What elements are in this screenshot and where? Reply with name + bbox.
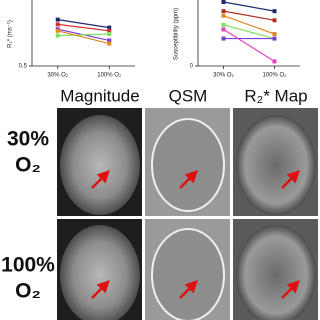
magnitude-brain [60, 115, 140, 215]
series-line [57, 19, 110, 29]
data-point [221, 0, 226, 4]
series-line [223, 1, 275, 12]
row-label: O₂ [15, 280, 41, 303]
y-tick-label: 0 [190, 64, 194, 70]
data-point [272, 18, 277, 23]
arrow-head [184, 280, 198, 294]
series-line [223, 15, 275, 35]
series-line [223, 28, 275, 62]
series-line [223, 10, 275, 21]
row-label: 30% [7, 128, 49, 151]
data-point [107, 25, 112, 30]
data-point [272, 59, 277, 64]
r2-brain [236, 115, 316, 215]
y-axis-label: R₂* (ms⁻¹) [8, 20, 14, 48]
y-tick-label: 0.5 [19, 64, 28, 70]
data-point [272, 36, 277, 41]
data-point [55, 33, 60, 38]
y-axis-label: Susceptibility (ppm) [174, 8, 180, 60]
qsm-brain [151, 118, 225, 212]
data-point [221, 13, 226, 18]
row-label: 100% [1, 254, 55, 277]
series-line [57, 23, 110, 32]
column-header: R₂* Map [244, 86, 307, 105]
arrow-head [96, 170, 110, 184]
data-point [272, 32, 277, 36]
x-tick-label: 100% O₂ [97, 73, 122, 79]
column-header: QSM [169, 86, 208, 105]
data-point [55, 22, 60, 27]
arrow-head [286, 170, 300, 184]
r2-brain [236, 225, 316, 320]
data-point [107, 38, 112, 43]
data-point [107, 28, 112, 33]
data-point [55, 28, 60, 33]
x-tick-label: 30% O₂ [47, 73, 68, 79]
arrow-head [286, 280, 300, 294]
column-header: Magnitude [60, 86, 139, 105]
arrow-head [184, 170, 198, 184]
x-tick-label: 30% O₂ [213, 73, 234, 79]
data-point [221, 9, 226, 14]
data-point [221, 22, 226, 27]
series-line [57, 30, 110, 45]
arrow-head [96, 280, 110, 294]
series-line [223, 24, 275, 40]
data-point [107, 32, 112, 36]
qsm-brain [151, 228, 225, 320]
data-point [107, 41, 112, 46]
data-point [221, 36, 226, 41]
data-point [221, 27, 226, 32]
arrows [91, 170, 300, 299]
row-label: O₂ [15, 154, 41, 177]
series-line [57, 33, 110, 37]
magnitude-brain [60, 225, 140, 320]
x-tick-label: 100% O₂ [262, 73, 287, 79]
image-panels [57, 108, 318, 320]
data-point [55, 17, 60, 22]
data-point [272, 9, 277, 14]
